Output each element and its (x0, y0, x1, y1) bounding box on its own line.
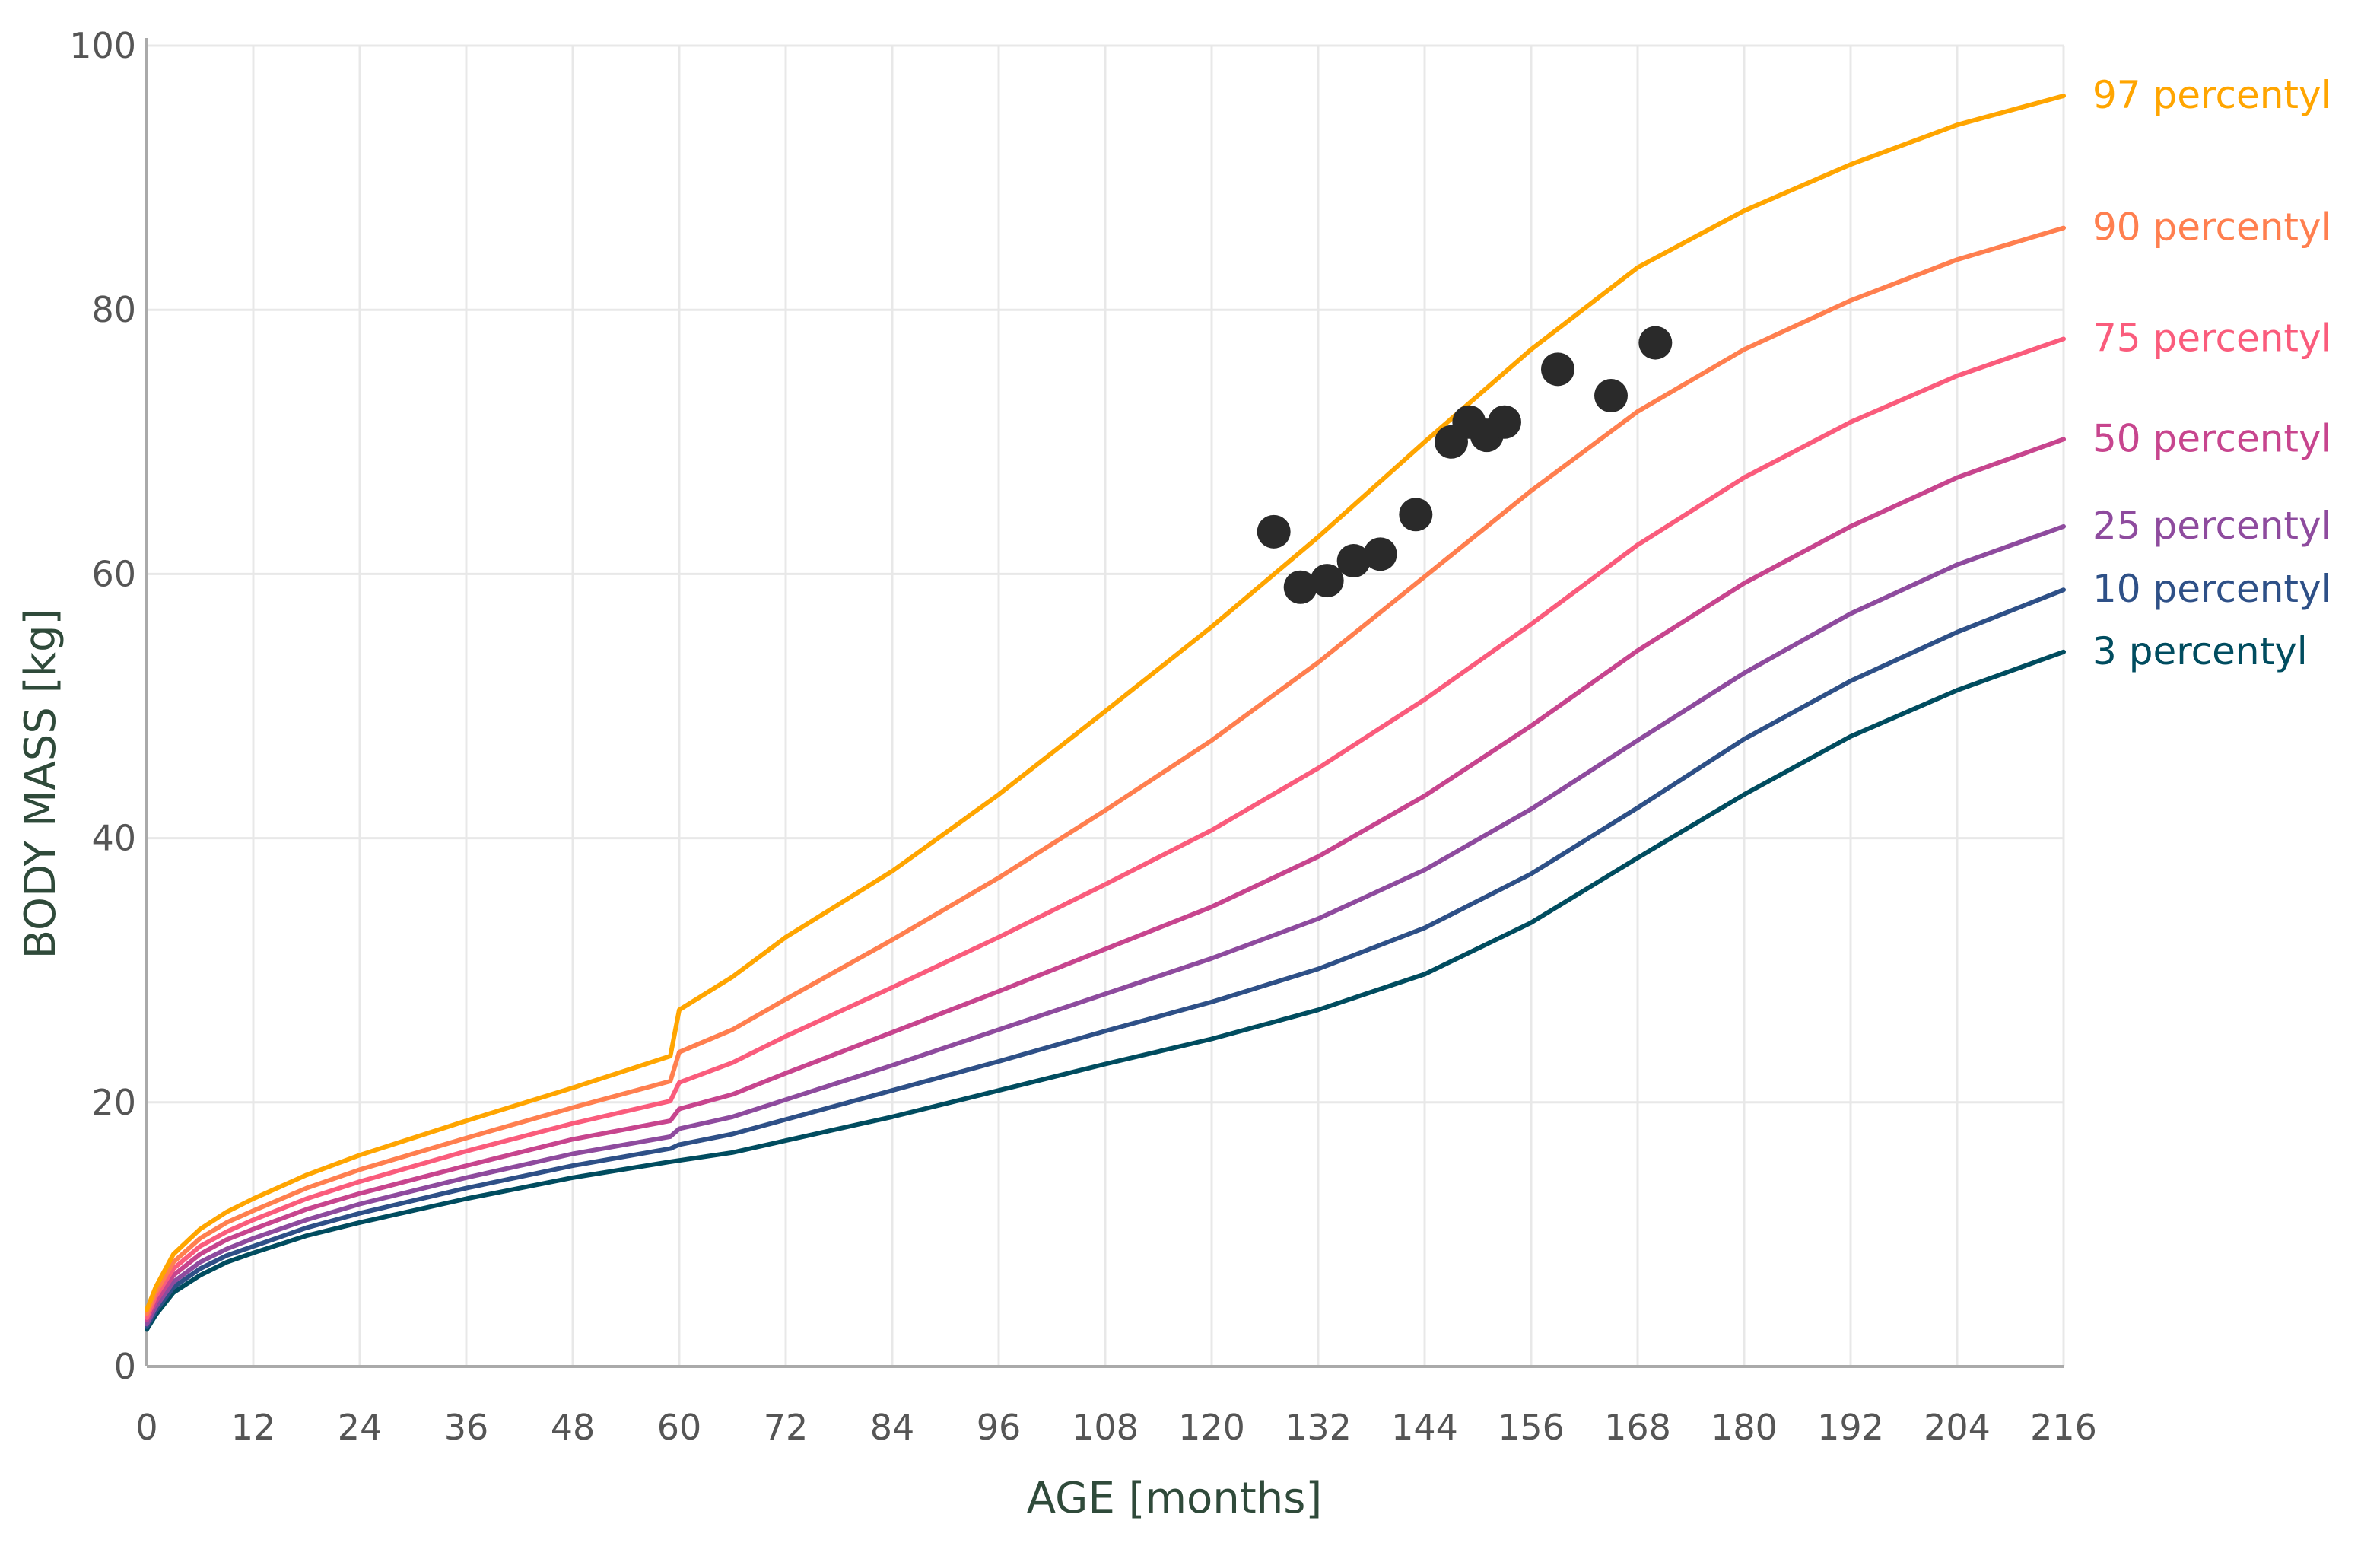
y-tick-label: 40 (91, 818, 136, 859)
series-label-10-percentyl: 10 percentyl (2092, 567, 2332, 611)
y-tick-label: 20 (91, 1082, 136, 1123)
y-tick-label: 60 (91, 553, 136, 594)
data-point (1638, 326, 1673, 360)
series-labels: 97 percentyl 90 percentyl 75 percentyl 50 p… (2092, 73, 2332, 673)
data-point (1541, 352, 1574, 387)
x-tick-label: 84 (870, 1407, 915, 1448)
series-label-25-percentyl: 25 percentyl (2092, 504, 2332, 548)
series-line-10-percentyl (145, 587, 2066, 1329)
x-tick-label: 36 (444, 1407, 489, 1448)
x-tick-label: 12 (231, 1407, 276, 1448)
data-point (1283, 570, 1317, 604)
data-point (1310, 564, 1344, 598)
x-tick-label: 216 (2030, 1407, 2097, 1448)
data-point (1399, 498, 1433, 532)
series-line-3-percentyl (145, 649, 2066, 1332)
x-tick-label: 144 (1391, 1407, 1458, 1448)
percentile-curves (145, 94, 2066, 1332)
x-tick-label: 192 (1817, 1407, 1884, 1448)
x-tick-label: 48 (551, 1407, 596, 1448)
y-tick-label: 80 (91, 289, 136, 330)
x-tick-label: 96 (977, 1407, 1022, 1448)
x-tick-label: 60 (657, 1407, 702, 1448)
data-point (1363, 537, 1397, 571)
patient-measurements (1257, 326, 1673, 604)
series-line-50-percentyl (145, 437, 2066, 1323)
x-tick-label: 156 (1498, 1407, 1565, 1448)
x-tick-label: 120 (1178, 1407, 1245, 1448)
y-tick-label: 0 (114, 1346, 136, 1387)
series-label-90-percentyl: 90 percentyl (2092, 205, 2332, 250)
gridlines (145, 44, 2065, 1368)
x-tick-label: 108 (1072, 1407, 1139, 1448)
series-line-75-percentyl (145, 336, 2066, 1320)
data-point (1488, 405, 1521, 439)
axes: 0 12 24 36 48 60 72 84 96 108 120 132 144 156 168 180 19… (69, 25, 2097, 1448)
series-label-3-percentyl: 3 percentyl (2092, 629, 2308, 673)
series-label-75-percentyl: 75 percentyl (2092, 316, 2332, 360)
x-tick-label: 72 (764, 1407, 809, 1448)
x-tick-label: 204 (1924, 1407, 1991, 1448)
y-axis-title: BODY MASS [kg] (16, 609, 65, 959)
data-point (1594, 379, 1628, 413)
x-axis-title: AGE [months] (1027, 1474, 1323, 1523)
series-line-97-percentyl (145, 94, 2066, 1312)
series-label-97-percentyl: 97 percentyl (2092, 73, 2332, 117)
series-line-90-percentyl (145, 225, 2066, 1316)
x-tick-label: 132 (1285, 1407, 1352, 1448)
x-tick-label: 168 (1604, 1407, 1671, 1448)
series-label-50-percentyl: 50 percentyl (2092, 416, 2332, 460)
series-line-25-percentyl (145, 523, 2066, 1327)
x-tick-label: 0 (135, 1407, 157, 1448)
x-tick-label: 180 (1711, 1407, 1778, 1448)
data-point (1257, 514, 1291, 549)
y-tick-label: 100 (69, 25, 136, 66)
data-point (1336, 544, 1371, 578)
x-tick-label: 24 (338, 1407, 383, 1448)
